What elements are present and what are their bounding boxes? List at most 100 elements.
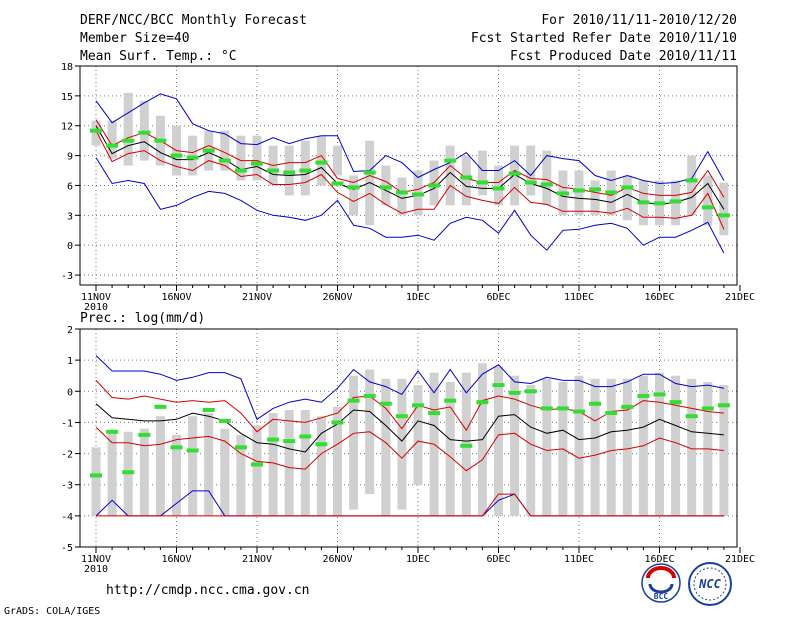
temp-observed-marker — [428, 183, 441, 188]
temp-observed-marker — [605, 190, 618, 195]
temp-xtick-label: 16DEC — [644, 292, 674, 303]
temp-xtick-label: 11NOV — [81, 292, 111, 303]
temp-spread-box — [590, 180, 600, 216]
prec-observed-marker — [460, 443, 473, 448]
prec-observed-marker — [331, 420, 344, 425]
ncc-logo-inner-ring — [693, 567, 727, 601]
temp-observed-marker — [540, 182, 553, 187]
temp-observed-marker — [138, 130, 151, 135]
prec-observed-marker — [315, 442, 328, 447]
prec-observed-marker — [379, 401, 392, 406]
temp-spread-box — [236, 135, 246, 181]
prec-observed-marker — [621, 404, 634, 409]
prec-observed-marker — [186, 448, 199, 453]
prec-xtick-label: 11NOV — [81, 554, 111, 565]
prec-spread-box — [606, 378, 616, 516]
figure-title: DERF/NCC/BCC Monthly Forecast — [80, 13, 307, 28]
prec-spread-box — [445, 381, 455, 516]
prec-xtick-label: 21DEC — [725, 554, 755, 565]
prec-line-p90 — [95, 380, 724, 433]
temp-ytick-label: 15 — [61, 92, 73, 103]
temp-ytick-label: 9 — [67, 152, 73, 163]
prec-ytick-label: -4 — [61, 512, 73, 523]
grads-credit: GrADS: COLA/IGES — [4, 606, 100, 617]
temp-panel-title: Mean Surf. Temp.: °C — [80, 49, 237, 64]
prec-spread-box — [397, 378, 407, 510]
temp-spread-box — [445, 145, 455, 206]
prec-observed-marker — [589, 401, 602, 406]
prec-observed-marker — [701, 406, 714, 411]
temp-xtick-label: 6DEC — [486, 292, 510, 303]
prec-observed-marker — [556, 406, 569, 411]
temp-xtick-year: 2010 — [84, 302, 108, 313]
prec-ytick-label: -3 — [61, 481, 73, 492]
temp-spread-box — [622, 175, 632, 221]
prec-observed-marker — [267, 437, 280, 442]
temp-observed-marker — [444, 158, 457, 163]
bcc-logo-arc-blue — [648, 583, 674, 594]
temp-spread-box — [349, 175, 359, 216]
prec-ytick-label: -1 — [61, 418, 73, 429]
temp-spread-box — [542, 150, 552, 206]
temp-observed-marker — [218, 158, 231, 163]
temp-ytick-label: 18 — [61, 62, 73, 73]
temp-observed-marker — [106, 143, 119, 148]
temp-spread-box — [107, 120, 117, 159]
prec-xtick-year: 2010 — [84, 564, 108, 575]
prec-spread-box — [300, 409, 310, 516]
member-size: Member Size=40 — [80, 31, 190, 46]
temp-ytick-label: 6 — [67, 181, 73, 192]
prec-spread-box — [494, 366, 503, 516]
temp-observed-marker — [717, 213, 730, 218]
bcc-logo: BCC — [641, 563, 681, 603]
temp-ytick-label: 0 — [67, 241, 73, 252]
prec-spread-box — [622, 378, 632, 516]
temp-observed-marker — [685, 178, 698, 183]
prec-observed-marker — [202, 407, 215, 412]
prec-observed-marker — [444, 398, 457, 403]
prec-spread-box — [349, 375, 359, 510]
temp-xtick-label: 21NOV — [242, 292, 272, 303]
prec-observed-marker — [122, 470, 135, 475]
bcc-logo-text: BCC — [654, 592, 669, 601]
temp-observed-marker — [90, 128, 102, 133]
prec-spread-box — [107, 431, 117, 516]
prec-xtick-label: 16DEC — [644, 554, 674, 565]
prec-line-p10_low — [96, 493, 724, 517]
prec-line-mean — [95, 403, 724, 453]
temp-spread-box — [477, 150, 487, 196]
prec-spread-box — [510, 375, 520, 516]
prec-spread-box — [574, 375, 584, 516]
prec-observed-marker — [106, 429, 119, 434]
prec-observed-marker — [524, 389, 537, 394]
prec-observed-marker — [251, 462, 263, 467]
temp-observed-marker — [621, 185, 634, 190]
temp-observed-marker — [492, 186, 505, 191]
temp-spread-box — [91, 120, 101, 146]
prec-spread-box — [655, 372, 664, 516]
temp-observed-marker — [589, 187, 602, 192]
prec-observed-marker — [540, 406, 553, 411]
temp-observed-marker — [202, 148, 215, 153]
prec-spread-box — [413, 385, 423, 485]
prec-xtick-label: 6DEC — [486, 554, 510, 565]
prec-xtick-label: 16NOV — [161, 554, 191, 565]
prec-observed-marker — [508, 390, 521, 395]
temp-observed-marker — [283, 170, 296, 175]
prec-xtick-label: 11DEC — [564, 554, 594, 565]
prec-observed-marker — [637, 393, 650, 398]
temp-line-max — [95, 93, 725, 185]
prec-observed-marker — [283, 439, 296, 444]
temp-observed-marker — [637, 200, 650, 205]
prec-line-p10 — [95, 426, 724, 472]
temp-spread-box — [397, 177, 407, 216]
prec-spread-box — [220, 428, 230, 516]
prec-plot-frame — [79, 328, 738, 548]
prec-observed-marker — [299, 434, 312, 439]
prec-spread-box — [172, 434, 181, 516]
prec-observed-marker — [218, 418, 231, 423]
source-url: http://cmdp.ncc.cma.gov.cn — [106, 583, 310, 598]
temp-observed-marker — [524, 180, 537, 185]
bcc-logo-arc-red — [646, 566, 676, 579]
